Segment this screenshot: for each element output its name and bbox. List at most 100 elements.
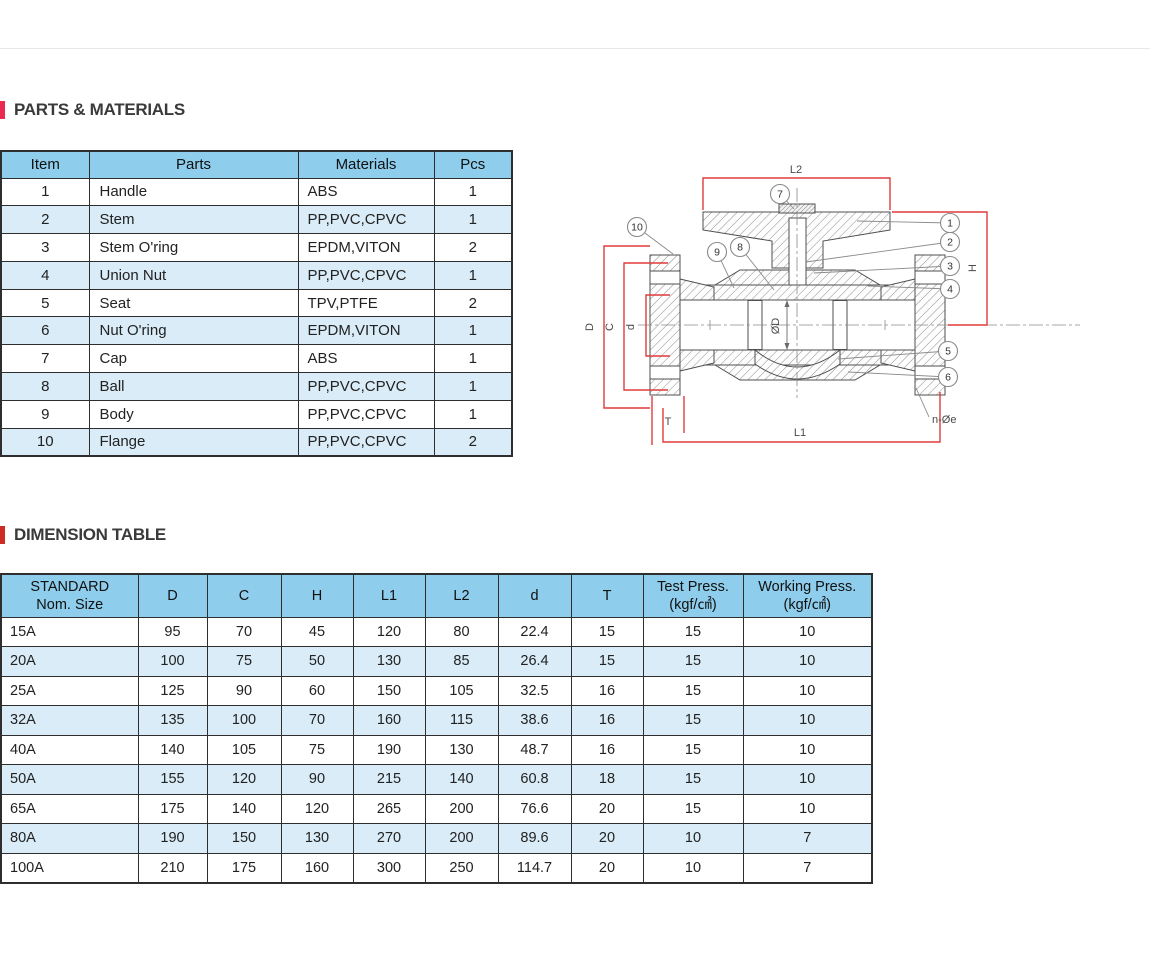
balloon-7: 7 (777, 189, 783, 201)
dim-C-cell: 75 (206, 646, 282, 677)
centerlines (638, 188, 1080, 398)
dim-test-press-cell: 15 (642, 793, 744, 824)
part-item-cell: 8 (0, 372, 90, 401)
stem (788, 217, 807, 286)
T-label: T (665, 416, 672, 428)
balloon-3: 3 (947, 261, 953, 273)
dim-L2-cell: 250 (424, 852, 499, 883)
d-dimension-line (645, 294, 670, 357)
dimension-table-row: 80A 190 150 130 270 200 89.6 20 10 7 (0, 823, 873, 854)
dim-T-cell: 18 (570, 764, 644, 795)
part-name-cell: Nut O'ring (88, 316, 299, 346)
balloon-callouts: 1 2 3 4 5 6 7 8 9 10 (626, 183, 961, 388)
dim-d-cell: 38.6 (497, 705, 572, 736)
dimension-table-row: 15A 95 70 45 120 80 22.4 15 15 10 (0, 616, 873, 647)
part-material-cell: ABS (297, 177, 435, 207)
parts-materials-table: Item Parts Materials Pcs 1 Handle ABS 1 … (0, 150, 513, 457)
part-pcs-cell: 2 (433, 288, 513, 318)
dimension-table-row: 20A 100 75 50 130 85 26.4 15 15 10 (0, 646, 873, 677)
dim-header-d: d (497, 573, 572, 618)
part-material-cell: TPV,PTFE (297, 288, 435, 318)
dim-T-cell: 15 (570, 646, 644, 677)
part-item-cell: 3 (0, 233, 90, 262)
L2-label: L2 (790, 164, 802, 176)
balloon-circles (626, 183, 961, 388)
dim-header-size: STANDARD Nom. Size (0, 573, 139, 618)
C-label: C (604, 323, 616, 331)
dim-C-cell: 140 (206, 793, 282, 824)
part-material-cell: PP,PVC,CPVC (297, 260, 435, 290)
dim-L2-cell: 105 (424, 675, 499, 706)
dim-working-press-cell: 10 (742, 734, 873, 765)
dim-L2-cell: 200 (424, 793, 499, 824)
dim-D-cell: 135 (137, 705, 208, 736)
dim-size-cell: 20A (0, 646, 139, 677)
part-pcs-cell: 1 (433, 399, 513, 429)
dim-T-cell: 16 (570, 705, 644, 736)
dim-L1-cell: 215 (352, 764, 426, 795)
dim-H-cell: 70 (280, 705, 354, 736)
dim-size-cell: 65A (0, 793, 139, 824)
dim-d-cell: 76.6 (497, 793, 572, 824)
part-material-cell: EPDM,VITON (297, 233, 435, 262)
dim-L1-cell: 270 (352, 823, 426, 854)
part-item-cell: 1 (0, 177, 90, 207)
parts-table-row: 9 Body PP,PVC,CPVC 1 (0, 399, 513, 429)
part-pcs-cell: 1 (433, 260, 513, 290)
part-material-cell: PP,PVC,CPVC (297, 399, 435, 429)
dim-C-cell: 90 (206, 675, 282, 706)
part-material-cell: PP,PVC,CPVC (297, 205, 435, 235)
part-name-cell: Handle (88, 177, 299, 207)
dimension-table-row: 50A 155 120 90 215 140 60.8 18 15 10 (0, 764, 873, 795)
dim-test-press-cell: 15 (642, 616, 744, 647)
dimension-table-heading: DIMENSION TABLE (0, 524, 166, 545)
dim-D-cell: 210 (137, 852, 208, 883)
part-item-cell: 9 (0, 399, 90, 429)
balloon-5: 5 (945, 346, 951, 358)
parts-table-row: 1 Handle ABS 1 (0, 177, 513, 207)
heading-accent-bar (0, 100, 5, 119)
part-name-cell: Union Nut (88, 260, 299, 290)
part-name-cell: Stem O'ring (88, 233, 299, 262)
parts-table-row: 8 Ball PP,PVC,CPVC 1 (0, 372, 513, 401)
part-pcs-cell: 1 (433, 205, 513, 235)
dim-T-cell: 16 (570, 734, 644, 765)
dim-test-press-cell: 10 (642, 823, 744, 854)
balloon-6: 6 (945, 372, 951, 384)
balloon-1: 1 (947, 218, 953, 230)
dim-working-press-cell: 7 (742, 823, 873, 854)
part-name-cell: Ball (88, 372, 299, 401)
dim-working-press-cell: 10 (742, 793, 873, 824)
parts-table-row: 3 Stem O'ring EPDM,VITON 2 (0, 233, 513, 262)
part-item-cell: 4 (0, 260, 90, 290)
parts-table-row: 4 Union Nut PP,PVC,CPVC 1 (0, 260, 513, 290)
part-item-cell: 10 (0, 427, 90, 457)
dim-header-D: D (137, 573, 208, 618)
part-pcs-cell: 1 (433, 177, 513, 207)
dim-H-cell: 130 (280, 823, 354, 854)
parts-table-row: 10 Flange PP,PVC,CPVC 2 (0, 427, 513, 457)
dim-test-press-cell: 15 (642, 646, 744, 677)
ball (754, 348, 841, 380)
dim-working-press-cell: 10 (742, 675, 873, 706)
C-dimension-line (623, 262, 668, 391)
part-name-cell: Flange (88, 427, 299, 457)
dim-test-press-cell: 15 (642, 764, 744, 795)
dimension-table-row: 65A 175 140 120 265 200 76.6 20 15 10 (0, 793, 873, 824)
part-pcs-cell: 1 (433, 372, 513, 401)
part-item-cell: 7 (0, 344, 90, 374)
dim-H-cell: 50 (280, 646, 354, 677)
dim-working-press-cell: 10 (742, 764, 873, 795)
balloon-4: 4 (947, 284, 953, 296)
top-divider (0, 48, 1150, 49)
H-dimension-line (892, 211, 988, 326)
balloon-9: 9 (714, 247, 720, 259)
parts-table-header-row: Item Parts Materials Pcs (0, 150, 513, 179)
dim-D-cell: 100 (137, 646, 208, 677)
dim-size-cell: 100A (0, 852, 139, 883)
parts-table-row: 2 Stem PP,PVC,CPVC 1 (0, 205, 513, 235)
dim-size-cell: 40A (0, 734, 139, 765)
dim-L1-cell: 300 (352, 852, 426, 883)
right-connector-lower (880, 349, 916, 372)
part-name-cell: Body (88, 399, 299, 429)
